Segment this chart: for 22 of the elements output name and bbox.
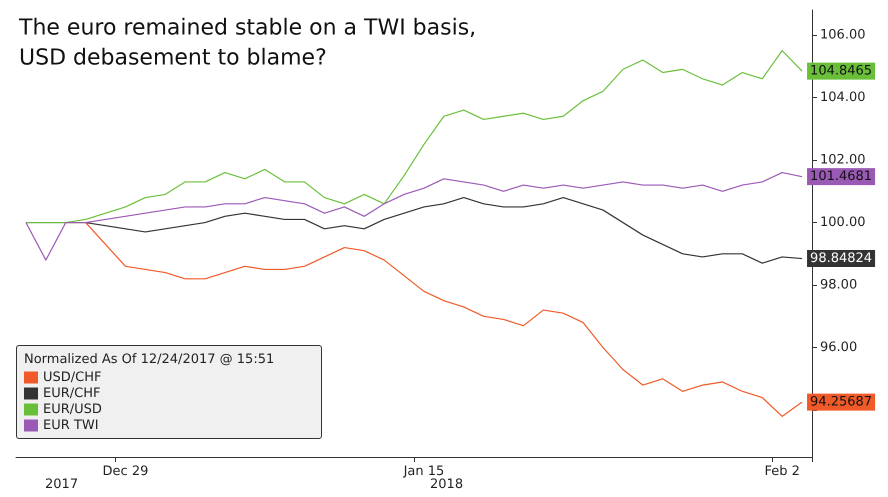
y-tick-label: 100.00 (820, 215, 866, 230)
data-label: 94.25687 (810, 394, 872, 410)
x-tick-label: Jan 15 (402, 464, 444, 479)
y-tick-label: 104.00 (820, 90, 866, 106)
data-label: 104.8465 (810, 64, 872, 79)
legend-label: EUR/USD (43, 402, 102, 417)
y-tick-label: 106.00 (820, 28, 866, 43)
legend-title: Normalized As Of 12/24/2017 @ 15:51 (24, 352, 274, 367)
y-tick-label: 96.00 (820, 340, 858, 356)
legend-label: EUR TWI (43, 418, 99, 433)
data-label: 98.84824 (810, 251, 872, 266)
line-series (25, 172, 803, 261)
x-tick-label: Feb 2 (764, 464, 800, 479)
x-tick-label: Dec 29 (102, 464, 148, 479)
text: 2018 (430, 477, 464, 492)
y-tick-label: 98.00 (820, 278, 858, 293)
y-tick-label: 102.00 (820, 152, 866, 168)
text: 2017 (45, 477, 78, 492)
legend-label: USD/CHF (43, 370, 102, 385)
legend-label: EUR/CHF (43, 386, 100, 401)
data-label: 101.4681 (810, 169, 872, 184)
text: The euro remained stable on a TWI basis, USD debasement to blame? (18, 16, 476, 70)
